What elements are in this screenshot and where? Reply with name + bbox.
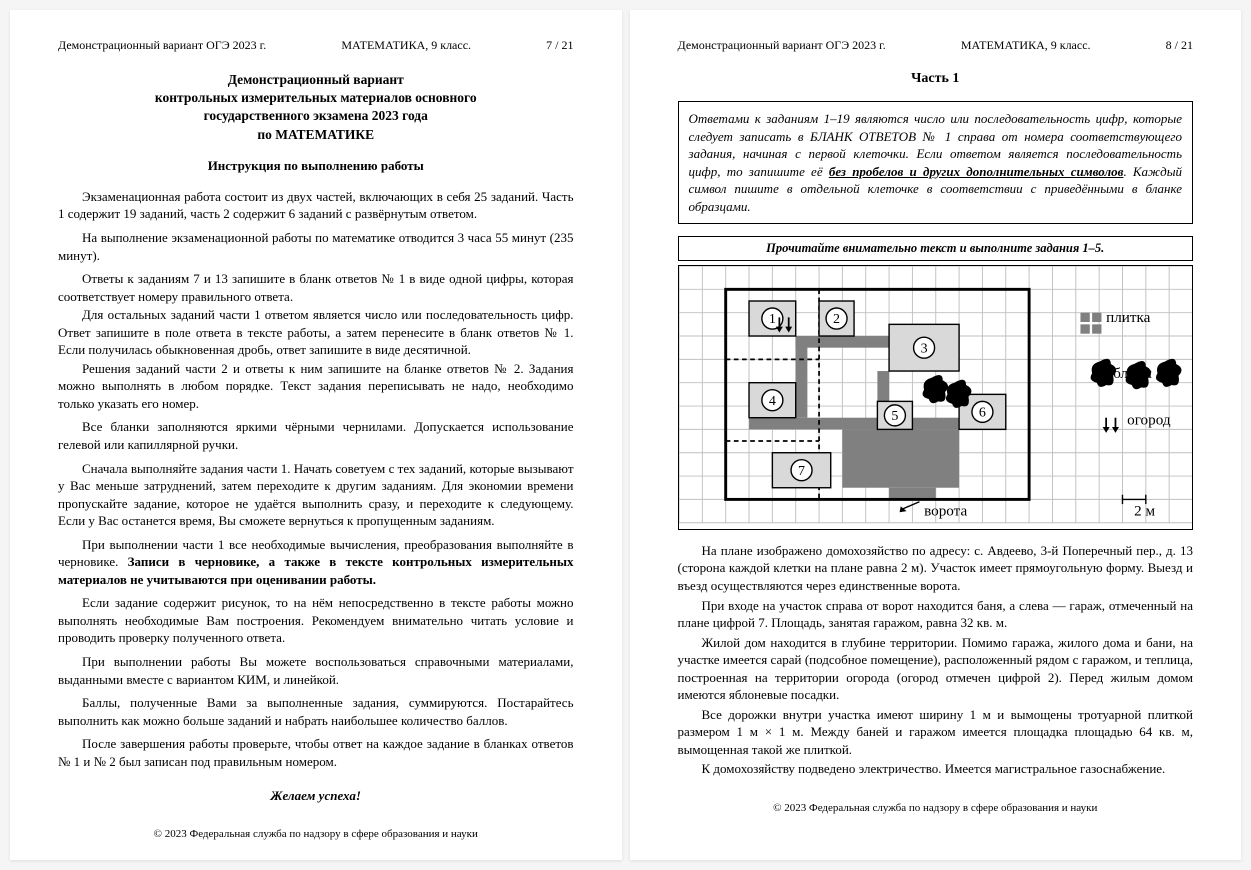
p7-para6: Все бланки заполняются яркими чёрными че… [58,418,574,453]
p7-para9: Если задание содержит рисунок, то на нём… [58,594,574,647]
instructions-subtitle: Инструкция по выполнению работы [58,158,574,174]
p8-p3: Жилой дом находится в глубине территории… [678,634,1194,704]
svg-text:7: 7 [798,464,805,479]
svg-text:5: 5 [891,409,898,424]
p7-para8b: Записи в черновике, а также в тексте кон… [58,554,574,587]
page-7: Демонстрационный вариант ОГЭ 2023 г. МАТ… [10,10,622,860]
header-left-8: Демонстрационный вариант ОГЭ 2023 г. [678,38,886,53]
part-title: Часть 1 [678,71,1194,87]
title-line-3: государственного экзамена 2023 года [58,107,574,125]
p7-para10: При выполнении работы Вы можете воспольз… [58,653,574,688]
page-header-8: Демонстрационный вариант ОГЭ 2023 г. МАТ… [678,38,1194,53]
p7-para4: Для остальных заданий части 1 ответом яв… [58,306,574,359]
p8-body: На плане изображено домохозяйство по адр… [678,542,1194,778]
title-block: Демонстрационный вариант контрольных изм… [58,71,574,144]
plan-diagram: 1 2 3 4 5 6 7 плитка яблони огород ворота 2 м [678,265,1194,530]
answer-info-box: Ответами к заданиям 1–19 являются число … [678,101,1194,224]
svg-text:плитка: плитка [1106,309,1151,326]
read-instruction-box: Прочитайте внимательно текст и выполните… [678,236,1194,261]
header-page-8: 8 / 21 [1166,38,1193,53]
svg-text:2 м: 2 м [1134,503,1155,520]
p7-para8: При выполнении части 1 все необходимые в… [58,536,574,589]
p7-para11: Баллы, полученные Вами за выполненные за… [58,694,574,729]
page-8: Демонстрационный вариант ОГЭ 2023 г. МАТ… [630,10,1242,860]
svg-text:огород: огород [1127,412,1171,429]
p7-para12: После завершения работы проверьте, чтобы… [58,735,574,770]
header-center-8: МАТЕМАТИКА, 9 класс. [961,38,1091,53]
p8-p1: На плане изображено домохозяйство по адр… [678,542,1194,595]
header-center: МАТЕМАТИКА, 9 класс. [341,38,471,53]
header-left: Демонстрационный вариант ОГЭ 2023 г. [58,38,266,53]
header-page: 7 / 21 [546,38,573,53]
p7-para7: Сначала выполняйте задания части 1. Нача… [58,460,574,530]
footer-p7: © 2023 Федеральная служба по надзору в с… [58,828,574,840]
p7-para5: Решения заданий части 2 и ответы к ним з… [58,360,574,413]
footer-p8: © 2023 Федеральная служба по надзору в с… [678,802,1194,814]
svg-text:1: 1 [768,312,775,327]
svg-text:4: 4 [768,394,775,409]
page-header: Демонстрационный вариант ОГЭ 2023 г. МАТ… [58,38,574,53]
p7-para2: На выполнение экзаменационной работы по … [58,229,574,264]
svg-text:6: 6 [978,406,985,421]
wish-text: Желаем успеха! [58,788,574,804]
p7-para1: Экзаменационная работа состоит из двух ч… [58,188,574,223]
svg-text:3: 3 [920,342,927,357]
p8-p2: При входе на участок справа от ворот нах… [678,597,1194,632]
p8-p5: К домохозяйству подведено электричество.… [678,760,1194,778]
svg-text:ворота: ворота [924,503,967,520]
title-line-4: по МАТЕМАТИКЕ [58,126,574,144]
plan-svg: 1 2 3 4 5 6 7 плитка яблони огород ворота 2 м [678,265,1194,530]
svg-text:яблони: яблони [1106,365,1152,382]
title-line-1: Демонстрационный вариант [58,71,574,89]
p8-p4: Все дорожки внутри участка имеют ширину … [678,706,1194,759]
title-line-2: контрольных измерительных материалов осн… [58,89,574,107]
p7-para3: Ответы к заданиям 7 и 13 запишите в блан… [58,270,574,305]
svg-text:2: 2 [833,312,840,327]
